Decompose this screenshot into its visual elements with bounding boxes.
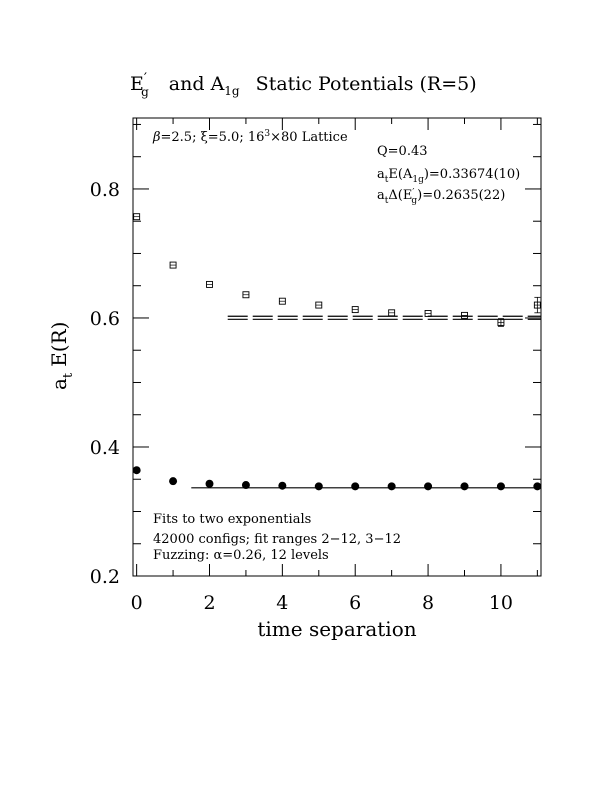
x-tick-label: 6	[349, 592, 361, 614]
annotation-ae-a1g: atE(A1g)=0.33674(10)	[377, 167, 520, 185]
x-tick-label: 4	[276, 592, 288, 614]
data-point-circle	[351, 482, 360, 491]
annotation-configs: 42000 configs; fit ranges 2−12, 3−12	[153, 532, 401, 547]
ad-post: )=0.2635(22)	[417, 188, 505, 203]
annotation-lattice: β=2.5; ξ=5.0; 163×80 Lattice	[152, 129, 348, 145]
data-point-circle	[314, 482, 323, 491]
data-point-circle	[132, 466, 141, 475]
data-point-circle	[169, 477, 178, 486]
ad-pre: a	[377, 188, 385, 203]
x-axis-label: time separation	[257, 617, 416, 641]
axis-ticks	[133, 118, 541, 577]
y-label-a: a	[47, 378, 71, 390]
chart-title: E′ g and A1g Static Potentials (R=5)	[130, 71, 477, 101]
ad-prime: ′	[412, 188, 414, 198]
title-e-sub: g	[141, 85, 149, 99]
y-axis-label: at E(R)	[47, 322, 76, 390]
ae-sub1: t	[385, 175, 389, 185]
title-and-part: and A	[169, 73, 225, 95]
y-tick-label: 0.6	[90, 308, 120, 330]
title-e-part: E	[130, 73, 144, 95]
data-points	[132, 213, 542, 491]
fit-lines	[191, 315, 541, 489]
x-tick-label: 10	[489, 592, 513, 614]
ae-mid: E(A	[388, 167, 413, 182]
y-label-rest: E(R)	[47, 322, 71, 367]
annotation-lattice-rest: =2.5; ξ=5.0; 16	[161, 130, 265, 145]
annotation-lattice-tail: ×80 Lattice	[270, 130, 348, 145]
y-tick-label: 0.4	[90, 437, 120, 459]
ae-post: )=0.33674(10)	[424, 167, 520, 182]
annotation-q: Q=0.43	[377, 144, 428, 159]
y-tick-label: 0.2	[90, 566, 120, 588]
x-tick-label: 0	[131, 592, 143, 614]
title-e-prime: ′	[144, 71, 147, 87]
title-a-sub: 1g	[224, 84, 240, 98]
plot-frame	[132, 117, 542, 577]
data-point-circle	[387, 482, 396, 491]
data-point-circle	[533, 482, 542, 491]
data-point-circle	[424, 482, 433, 491]
data-point-circle	[460, 482, 469, 491]
annotation-fits: Fits to two exponentials	[153, 512, 311, 527]
y-tick-label: 0.8	[90, 179, 120, 201]
data-point-circle	[496, 482, 505, 491]
x-tick-label: 2	[203, 592, 215, 614]
ad-sub1: t	[385, 196, 389, 206]
ad-mid: Δ(E	[388, 188, 412, 203]
annotation-fuzzing: Fuzzing: α=0.26, 12 levels	[153, 548, 329, 563]
annotation-beta: β	[152, 130, 161, 145]
ae-pre: a	[377, 167, 385, 182]
tick-labels: 0 2 4 6 8 10 0.2 0.4 0.6 0.8	[90, 179, 513, 614]
annotation-lattice-sup: 3	[264, 129, 270, 139]
data-point-circle	[241, 481, 250, 490]
title-rest: Static Potentials (R=5)	[256, 73, 477, 95]
ad-sub2: g	[411, 196, 417, 206]
annotation-ad-eg: atΔ(E′ g)=0.2635(22)	[377, 188, 505, 206]
x-tick-label: 8	[422, 592, 434, 614]
data-point-circle	[278, 481, 287, 490]
data-point-circle	[205, 479, 214, 488]
ae-sub2: 1g	[412, 175, 424, 185]
y-label-a-sub: t	[61, 372, 76, 378]
